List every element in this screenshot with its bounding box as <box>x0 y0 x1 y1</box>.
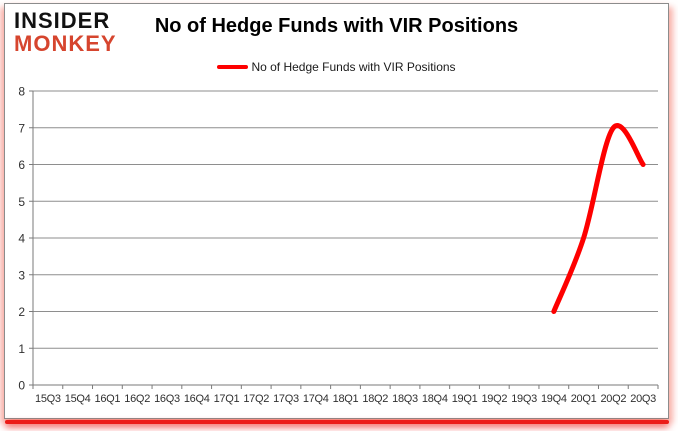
x-axis-tick-label: 20Q3 <box>630 393 656 405</box>
y-axis-tick-label: 7 <box>18 121 25 135</box>
y-axis-tick-label: 4 <box>18 232 25 246</box>
x-axis-tick-label: 19Q3 <box>511 393 537 405</box>
logo-word-insider: INSIDER <box>14 8 111 33</box>
x-axis-tick-label: 16Q2 <box>124 393 150 405</box>
y-axis-tick-label: 3 <box>18 268 25 282</box>
x-axis-tick-label: 17Q3 <box>273 393 299 405</box>
y-axis-tick-label: 0 <box>18 379 25 393</box>
x-axis-tick-label: 19Q2 <box>481 393 507 405</box>
y-axis-tick-label: 8 <box>18 85 25 99</box>
y-axis-tick-label: 6 <box>18 158 25 172</box>
legend: No of Hedge Funds with VIR Positions <box>5 60 668 74</box>
y-axis-tick-label: 1 <box>18 342 25 356</box>
x-axis-tick-label: 16Q1 <box>95 393 121 405</box>
x-axis-tick-label: 20Q2 <box>600 393 626 405</box>
legend-label: No of Hedge Funds with VIR Positions <box>251 60 456 74</box>
x-axis-tick-label: 18Q1 <box>333 393 359 405</box>
x-axis-tick-label: 17Q1 <box>214 393 240 405</box>
chart-frame: INSIDER MONKEY No of Hedge Funds with VI… <box>4 3 669 419</box>
x-axis-tick-label: 18Q3 <box>392 393 418 405</box>
y-axis-tick-label: 5 <box>18 195 25 209</box>
x-axis-tick-label: 19Q1 <box>452 393 478 405</box>
x-axis-tick-label: 16Q3 <box>154 393 180 405</box>
chart-title: No of Hedge Funds with VIR Positions <box>154 15 519 37</box>
bottom-red-rule <box>5 420 669 424</box>
x-axis-tick-label: 18Q2 <box>362 393 388 405</box>
logo-word-monkey: MONKEY <box>14 31 117 56</box>
legend-line-marker <box>217 65 249 69</box>
x-axis-tick-label: 20Q1 <box>571 393 597 405</box>
series-line <box>551 123 646 314</box>
x-axis-tick-label: 17Q2 <box>243 393 269 405</box>
x-axis-tick-label: 19Q4 <box>541 393 567 405</box>
insider-monkey-logo: INSIDER MONKEY <box>14 8 117 56</box>
y-axis-tick-label: 2 <box>18 305 25 319</box>
x-axis-tick-label: 18Q4 <box>422 393 448 405</box>
x-axis-tick-label: 15Q4 <box>65 393 91 405</box>
x-axis-tick-label: 16Q4 <box>184 393 210 405</box>
x-axis-tick-label: 15Q3 <box>35 393 61 405</box>
x-axis-tick-label: 17Q4 <box>303 393 329 405</box>
